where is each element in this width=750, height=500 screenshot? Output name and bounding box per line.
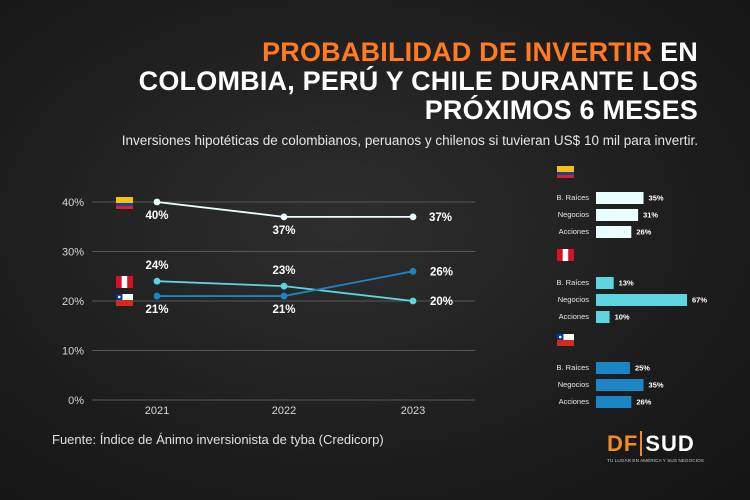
data-label: 24% [145,260,168,272]
bar [596,277,614,289]
y-tick-label: 30% [62,247,84,259]
data-label: 20% [430,296,453,308]
data-label: 21% [145,304,168,316]
data-label: 40% [145,210,168,222]
bar-category-label: B. Raíces [556,363,589,372]
bar-value-label: 35% [649,381,664,390]
colombia-flag-icon [557,166,574,178]
bar [596,311,610,323]
title-line-2: COLOMBIA, PERÚ Y CHILE DURANTE LOS [138,66,698,96]
page-title: PROBABILIDAD DE INVERTIR EN COLOMBIA, PE… [139,38,698,125]
bar [596,209,639,221]
bar-category-label: Negocios [558,210,590,219]
data-point [409,297,417,305]
data-label: 37% [272,225,295,237]
bar-value-label: 25% [635,364,650,373]
y-tick-label: 40% [62,197,84,209]
chile-flag-icon [116,294,133,306]
bar-category-label: Acciones [559,312,590,321]
bar [596,294,687,306]
y-tick-label: 10% [62,346,84,358]
bar [596,192,644,204]
bar-category-label: B. Raíces [556,193,589,202]
logo-wordmark: DF SUD [607,431,707,456]
data-point [280,213,288,221]
brand-logo: DF SUD TU LUGAR EN AMÉRICA Y SUS NEGOCIOS [607,431,707,463]
data-point [153,277,161,285]
data-point [280,282,288,290]
x-tick-label: 2023 [401,405,425,417]
bar-category-label: Negocios [558,380,590,389]
bar-value-label: 26% [636,228,651,237]
logo-df: DF [607,431,639,456]
data-label: 37% [429,212,452,224]
data-point [153,198,161,206]
title-accent: PROBABILIDAD DE INVERTIR [262,37,653,67]
bar [596,362,630,374]
x-tick-label: 2021 [145,405,169,417]
y-tick-label: 20% [62,296,84,308]
data-label: 21% [272,304,295,316]
data-point [153,292,161,300]
bar-value-label: 67% [692,296,707,305]
data-point [280,292,288,300]
bar [596,226,632,238]
bar-value-label: 10% [615,313,630,322]
data-label: 26% [430,266,453,278]
logo-sud: SUD [640,431,695,456]
bar-value-label: 35% [649,194,664,203]
data-point [409,213,417,221]
peru-flag-icon [116,276,133,288]
y-tick-label: 0% [68,395,84,407]
title-line-3: PRÓXIMOS 6 MESES [424,95,698,125]
bar-category-label: B. Raíces [556,278,589,287]
bar [596,396,632,408]
data-point [409,267,417,275]
bar-value-label: 26% [636,398,651,407]
title-line-1: PROBABILIDAD DE INVERTIR EN [139,38,698,67]
logo-tagline: TU LUGAR EN AMÉRICA Y SUS NEGOCIOS [607,458,704,463]
bar-value-label: 13% [619,279,634,288]
data-label: 23% [272,265,295,277]
bar [596,379,644,391]
subtitle: Inversiones hipotéticas de colombianos, … [121,133,698,148]
bar-category-label: Negocios [558,295,590,304]
x-tick-label: 2022 [272,405,296,417]
colombia-flag-icon [116,197,133,209]
source-note: Fuente: Índice de Ánimo inversionista de… [52,432,384,447]
peru-flag-icon [557,249,574,261]
title-rest: EN [652,37,698,67]
chile-flag-icon [557,334,574,346]
bar-category-label: Acciones [559,397,590,406]
bar-value-label: 31% [643,211,658,220]
bar-category-label: Acciones [559,227,590,236]
